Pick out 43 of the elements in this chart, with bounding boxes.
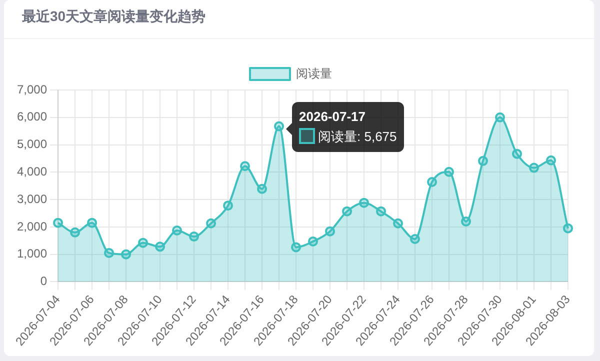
- point: [478, 156, 488, 166]
- point: [189, 232, 200, 242]
- point: [512, 148, 522, 159]
- point: [546, 155, 556, 166]
- point: [104, 248, 114, 258]
- y-tick-label: 1,000: [17, 246, 48, 261]
- point: [427, 177, 438, 188]
- y-tick-label: 3,000: [17, 192, 48, 206]
- y-tick-label: 7,000: [17, 82, 48, 96]
- point: [138, 238, 148, 248]
- point: [342, 206, 352, 216]
- point: [257, 184, 268, 194]
- point: [121, 249, 132, 260]
- point: [172, 226, 182, 236]
- point: [308, 236, 318, 246]
- point: [359, 198, 370, 208]
- point: [240, 161, 250, 172]
- point: [444, 166, 454, 177]
- point: [393, 218, 404, 228]
- point: [155, 242, 166, 252]
- y-tick-label: 5,000: [17, 137, 48, 152]
- point: [461, 216, 472, 226]
- point: [53, 218, 64, 228]
- point: [325, 226, 336, 236]
- point: [206, 218, 216, 228]
- annotation: 2026-07-17: [299, 108, 366, 126]
- point: [274, 121, 284, 132]
- chart-title: 最近30天文章阅读量变化趋势: [22, 8, 206, 26]
- point: [70, 227, 80, 238]
- point: [376, 206, 386, 216]
- point: [87, 218, 98, 228]
- point: [563, 223, 573, 234]
- y-tick-label: 2,000: [17, 219, 48, 234]
- annotation: 阅读量: 5,675: [317, 128, 397, 146]
- legend-label: 阅读量: [296, 66, 332, 80]
- point: [223, 200, 234, 211]
- point: [529, 162, 539, 173]
- y-tick-label: 6,000: [17, 110, 48, 124]
- point: [495, 112, 506, 122]
- y-tick-label: 4,000: [17, 164, 48, 178]
- y-tick-label: 0: [40, 274, 48, 288]
- point: [410, 234, 420, 244]
- point: [291, 242, 302, 252]
